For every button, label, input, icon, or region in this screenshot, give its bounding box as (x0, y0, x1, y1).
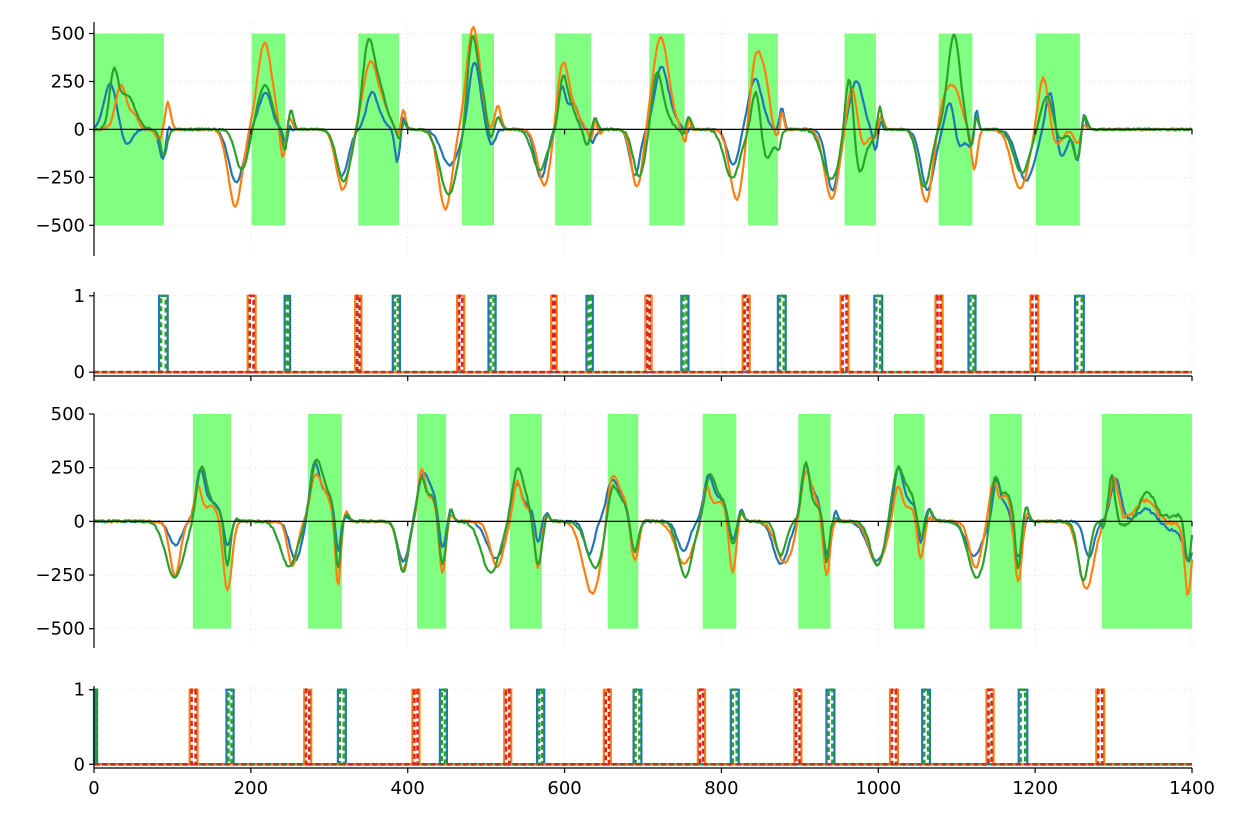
step-series-4 (94, 688, 1192, 766)
series-line-3 (93, 33, 1193, 196)
step-series-1 (94, 294, 1192, 374)
y-tick-label: −250 (36, 565, 85, 586)
series-line-3 (93, 458, 1194, 582)
series-line-2 (93, 467, 1194, 596)
grid (93, 413, 1193, 648)
y-tick-label: 0 (74, 754, 85, 775)
y-tick-label: −500 (36, 619, 85, 640)
y-tick-label: 0 (74, 511, 85, 532)
y-tick-label: 1 (74, 286, 85, 307)
panel-2: 10 (74, 286, 1193, 383)
y-tick-label: 250 (51, 71, 85, 92)
x-tick-label: 0 (88, 778, 99, 799)
y-tick-label: 0 (74, 362, 85, 383)
x-tick-label: 200 (234, 778, 268, 799)
grid (93, 292, 1193, 376)
y-tick-label: −500 (36, 215, 85, 236)
y-tick-label: 250 (51, 458, 85, 479)
y-tick-label: 0 (74, 119, 85, 140)
step-series-2 (94, 294, 1192, 374)
x-tick-label: 600 (547, 778, 581, 799)
panel-3: 500 250 0 −250 −500 (36, 404, 1194, 648)
y-tick-label: 1 (74, 680, 85, 701)
x-tick-label: 800 (704, 778, 738, 799)
x-tick-label: 400 (391, 778, 425, 799)
panel-4: 1 00 200 400 600 800 1000 1200 1400 (74, 680, 1215, 799)
step-series-4 (94, 294, 1192, 374)
y-tick-label: 500 (51, 24, 85, 45)
x-tick-label: 1200 (1012, 778, 1058, 799)
panel-1: 500 250 0 −250 −500 (36, 22, 1193, 256)
y-tick-label: 500 (51, 404, 85, 425)
x-tick-label: 1400 (1169, 778, 1215, 799)
y-tick-label: −250 (36, 167, 85, 188)
step-series-1 (92, 688, 1192, 766)
x-tick-label: 1000 (855, 778, 901, 799)
series-line-1 (93, 459, 1194, 565)
series-line-2 (93, 25, 1193, 211)
step-series-3 (94, 294, 1192, 374)
